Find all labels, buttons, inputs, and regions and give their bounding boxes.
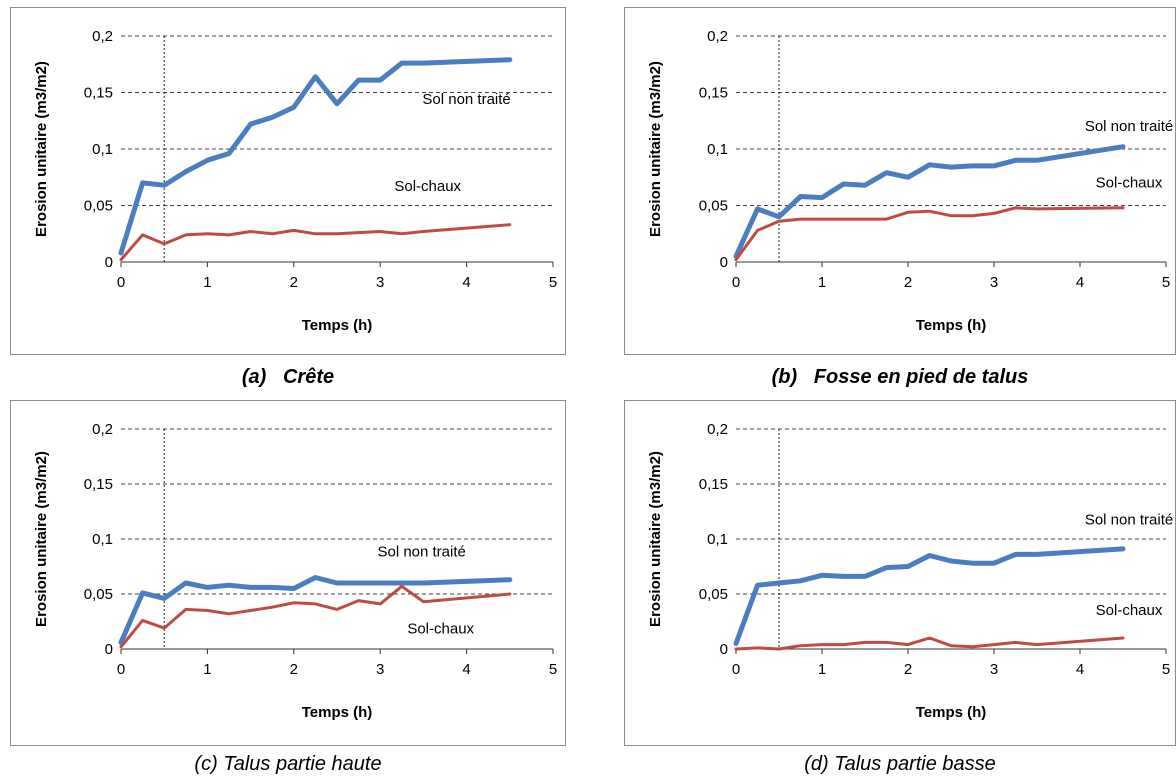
x-tick-label: 3 xyxy=(990,274,998,291)
caption-c-text: Talus partie haute xyxy=(223,753,382,775)
x-tick-label: 4 xyxy=(1076,661,1084,678)
x-tick-label: 4 xyxy=(1076,274,1084,291)
series-line-sol-chaux xyxy=(734,206,1125,262)
y-tick-label: 0 xyxy=(720,254,728,271)
y-tick-label: 0,05 xyxy=(84,198,113,215)
caption-b-text: Fosse en pied de talus xyxy=(813,366,1029,388)
y-tick-label: 0,2 xyxy=(707,421,728,438)
x-tick-label: 1 xyxy=(203,274,211,291)
y-tick-label: 0,2 xyxy=(92,28,113,45)
y-tick-label: 0,15 xyxy=(84,476,113,493)
x-tick-label: 2 xyxy=(290,274,298,291)
y-tick-label: 0,05 xyxy=(699,586,728,603)
y-axis-title: Erosion unitaire (m3/m2) xyxy=(33,451,50,627)
x-axis-title: Temps (h) xyxy=(916,704,987,721)
chart-panel-b: 0 0,05 0,1 0,15 0,2 0 1 2 3 4 5 Sol non traité Sol-c… xyxy=(624,7,1176,355)
x-tick-label: 4 xyxy=(462,661,470,678)
y-tick-label: 0,15 xyxy=(84,85,113,102)
x-tick-label: 0 xyxy=(117,661,125,678)
x-tick-label: 0 xyxy=(732,274,740,291)
annotation-label: Sol-chaux xyxy=(1096,602,1163,619)
x-tick-label: 3 xyxy=(376,661,384,678)
y-tick-label: 0,1 xyxy=(92,141,113,158)
series-line-sol-non-traite xyxy=(118,575,513,645)
chart-a: 0 0,05 0,1 0,15 0,2 0 1 2 3 4 5 Sol non traité Sol-c… xyxy=(33,28,557,334)
series-line-sol-non-traite xyxy=(733,144,1126,259)
caption-d-letter: (d) xyxy=(804,753,829,775)
y-tick-label: 0,15 xyxy=(699,85,728,102)
x-tick-label: 5 xyxy=(549,274,557,291)
annotation-label: Sol non traité xyxy=(1085,118,1173,135)
series-line-sol-non-traite xyxy=(733,546,1126,646)
caption-b: (b) Fosse en pied de talus xyxy=(624,366,1176,389)
chart-panel-d: 0 0,05 0,1 0,15 0,2 0 1 2 3 4 5 Sol non traité Sol-c… xyxy=(624,400,1176,746)
y-tick-label: 0,05 xyxy=(699,198,728,215)
y-tick-label: 0,1 xyxy=(707,141,728,158)
x-tick-label: 1 xyxy=(818,274,826,291)
x-axis-title: Temps (h) xyxy=(302,317,373,334)
series-line-sol-non-traite xyxy=(118,57,513,256)
caption-a-text: Crête xyxy=(282,366,335,388)
y-tick-label: 0,05 xyxy=(84,586,113,603)
annotation-label: Sol non traité xyxy=(377,544,465,561)
annotation-label: Sol-chaux xyxy=(407,621,474,638)
x-tick-label: 2 xyxy=(290,661,298,678)
caption-c: (c) Talus partie haute xyxy=(10,753,566,776)
x-tick-label: 2 xyxy=(904,661,912,678)
chart-b: 0 0,05 0,1 0,15 0,2 0 1 2 3 4 5 Sol non traité Sol-c… xyxy=(647,28,1173,334)
series-line-sol-chaux xyxy=(119,223,512,262)
x-tick-label: 3 xyxy=(990,661,998,678)
y-axis-title: Erosion unitaire (m3/m2) xyxy=(647,451,664,627)
x-tick-label: 5 xyxy=(1162,661,1170,678)
y-tick-label: 0 xyxy=(105,641,113,658)
y-tick-label: 0,1 xyxy=(92,531,113,548)
chart-c: 0 0,05 0,1 0,15 0,2 0 1 2 3 4 5 Sol non traité Sol-c… xyxy=(33,421,557,721)
x-tick-label: 0 xyxy=(732,661,740,678)
x-axis-title: Temps (h) xyxy=(302,704,373,721)
x-tick-label: 0 xyxy=(117,274,125,291)
x-tick-label: 5 xyxy=(549,661,557,678)
caption-d-text: Talus partie basse xyxy=(834,753,996,775)
caption-d: (d) Talus partie basse xyxy=(624,753,1176,776)
annotation-label: Sol non traité xyxy=(422,91,510,108)
x-tick-label: 5 xyxy=(1162,274,1170,291)
x-tick-label: 3 xyxy=(376,274,384,291)
y-tick-label: 0,2 xyxy=(92,421,113,438)
y-axis-title: Erosion unitaire (m3/m2) xyxy=(647,61,664,237)
chart-panel-c: 0 0,05 0,1 0,15 0,2 0 1 2 3 4 5 Sol non traité Sol-c… xyxy=(10,400,566,746)
annotation-label: Sol-chaux xyxy=(394,178,461,195)
series-line-sol-chaux xyxy=(734,636,1125,651)
y-tick-label: 0 xyxy=(105,254,113,271)
caption-a: (a) Crête xyxy=(10,366,566,389)
series-line-sol-chaux xyxy=(119,584,512,649)
x-tick-label: 2 xyxy=(904,274,912,291)
x-tick-label: 1 xyxy=(203,661,211,678)
x-axis-title: Temps (h) xyxy=(916,317,987,334)
caption-a-letter: (a) xyxy=(241,366,267,388)
annotation-label: Sol non traité xyxy=(1085,512,1173,529)
y-tick-label: 0 xyxy=(720,641,728,658)
y-tick-label: 0,1 xyxy=(707,531,728,548)
y-tick-label: 0,2 xyxy=(707,28,728,45)
caption-c-letter: (c) xyxy=(194,753,218,775)
annotation-label: Sol-chaux xyxy=(1096,174,1163,191)
chart-panel-a: 0 0,05 0,1 0,15 0,2 0 1 2 3 4 5 Sol non traité Sol-c… xyxy=(10,7,566,355)
caption-b-letter: (b) xyxy=(771,366,798,388)
y-axis-title: Erosion unitaire (m3/m2) xyxy=(33,61,50,237)
x-tick-label: 1 xyxy=(818,661,826,678)
chart-d: 0 0,05 0,1 0,15 0,2 0 1 2 3 4 5 Sol non traité Sol-c… xyxy=(647,421,1173,721)
y-tick-label: 0,15 xyxy=(699,476,728,493)
x-tick-label: 4 xyxy=(462,274,470,291)
